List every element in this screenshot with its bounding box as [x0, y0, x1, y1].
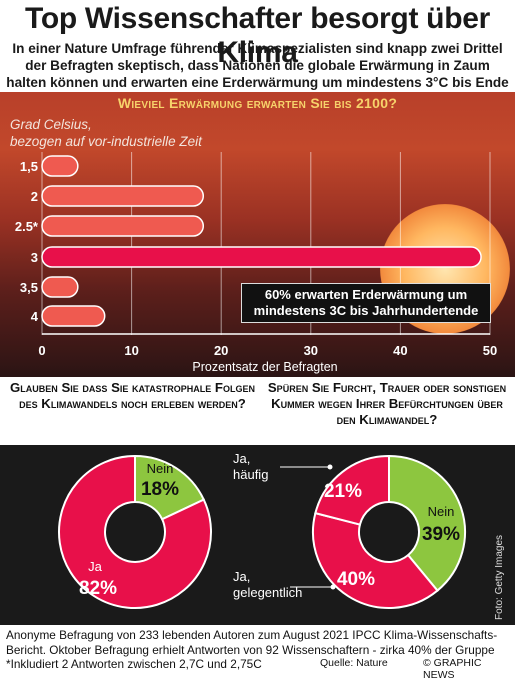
bar	[41, 215, 205, 237]
leader-dot	[330, 584, 336, 590]
slice-value: 18%	[141, 479, 179, 500]
copyright: © GRAPHIC NEWS	[423, 657, 482, 681]
watermark: GRAPHIC NEWS	[200, 377, 433, 408]
footnote-survey: Anonyme Befragung von 233 lebenden Autor…	[6, 628, 498, 657]
category-label: 3	[31, 250, 38, 265]
donut-slice	[314, 454, 390, 526]
leader-dot	[327, 464, 333, 470]
donut-2-question: Spüren Sie Furcht, Trauer oder sonstigen…	[267, 380, 507, 427]
tick-label: 50	[483, 343, 497, 358]
category-label: 4	[31, 309, 39, 324]
slice-label: Ja,	[233, 569, 250, 584]
donut-slice	[388, 454, 466, 592]
donut-slice	[312, 511, 439, 609]
slice-label: Ja,	[233, 451, 250, 466]
slice-value: 82%	[79, 578, 117, 599]
donut-charts: Nein18%Ja82%39%40%21%NeinJa,gelegentlich…	[58, 451, 466, 609]
slice-label: häufig	[233, 467, 268, 482]
slice-label: Nein	[147, 461, 174, 476]
footnote-asterisk: *Inkludiert 2 Antworten zwischen 2,7C un…	[6, 657, 262, 671]
tick-label: 30	[304, 343, 318, 358]
slice-label: Ja	[88, 559, 103, 574]
page-title: Top Wissenschafter besorgt über Klima	[25, 2, 490, 69]
slice-label: gelegentlich	[233, 585, 302, 600]
donut-1-question: Glauben Sie dass Sie katastrophale Folge…	[10, 380, 255, 411]
category-label: 2	[31, 189, 38, 204]
source: Quelle: Nature	[320, 657, 388, 669]
bar-chart-title: Wieviel Erwärmung erwarten Sie bis 2100?	[117, 95, 398, 111]
bar	[41, 305, 106, 327]
bar	[41, 276, 79, 298]
bar-chart-subtitle: Grad Celsius, bezogen auf vor-industriel…	[10, 116, 202, 150]
category-label: 2.5*	[15, 219, 39, 234]
slice-label: Nein	[428, 504, 455, 519]
slice-value: 40%	[337, 569, 375, 590]
category-label: 3,5	[20, 280, 38, 295]
bar	[41, 246, 482, 268]
footnotes: Anonyme Befragung von 233 lebenden Autor…	[6, 628, 511, 672]
photo-credit: Foto: Getty Images	[494, 534, 505, 620]
haze-overlay	[0, 362, 515, 377]
donut-slice	[58, 454, 212, 609]
tick-label: 0	[38, 343, 45, 358]
category-label: 1,5	[20, 159, 38, 174]
slice-value: 39%	[422, 524, 460, 545]
bar-chart-annotation: 60% erwarten Erderwärmung um mindestens …	[241, 283, 491, 323]
bar	[41, 185, 205, 207]
slice-value: 21%	[324, 481, 362, 502]
subtitle-line-2: bezogen auf vor-industrielle Zeit	[10, 134, 202, 149]
tick-label: 40	[393, 343, 407, 358]
bar	[41, 155, 79, 177]
tick-label: 20	[214, 343, 228, 358]
tick-label: 10	[124, 343, 138, 358]
x-axis-label: Prozentsatz der Befragten	[192, 360, 337, 374]
subtitle-line-1: Grad Celsius,	[10, 117, 92, 132]
